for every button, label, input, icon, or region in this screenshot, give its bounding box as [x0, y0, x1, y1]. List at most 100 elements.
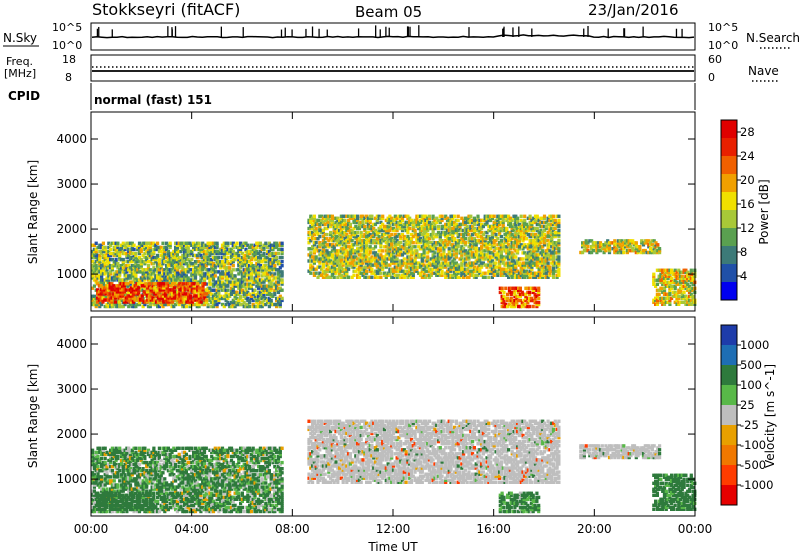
power-echo-cell: [278, 288, 282, 292]
power-echo-cell: [521, 239, 525, 243]
power-echo-cell: [94, 247, 98, 252]
power-echo-cell: [257, 255, 261, 260]
power-echo-cell: [258, 278, 262, 282]
power-echo-cell: [427, 226, 432, 231]
power-echo-cell: [557, 271, 561, 275]
power-echo-cell: [372, 271, 376, 275]
power-echo-cell: [190, 262, 194, 266]
power-echo-cell: [172, 290, 176, 294]
power-echo-cell: [537, 247, 541, 251]
power-echo-cell: [348, 216, 352, 220]
power-echo-cell: [175, 278, 179, 282]
power-echo-cell: [469, 269, 473, 273]
power-echo-cell: [519, 257, 523, 261]
power-echo-cell: [472, 265, 476, 269]
power-echo-cell: [429, 232, 433, 237]
power-echo-cell: [456, 271, 460, 275]
power-echo-cell: [535, 239, 539, 243]
power-echo-cell: [533, 253, 538, 257]
power-echo-cell: [118, 278, 122, 282]
power-echo-cell: [240, 255, 244, 260]
power-echo-cell: [508, 269, 512, 273]
power-echo-cell: [429, 245, 433, 249]
power-echo-cell: [229, 272, 234, 276]
power-echo-cell: [440, 224, 444, 229]
power-echo-cell: [132, 266, 136, 270]
power-echo-cell: [255, 280, 259, 284]
power-echo-cell: [174, 260, 178, 264]
power-echo-cell: [251, 282, 255, 286]
power-echo-cell: [244, 304, 248, 309]
power-echo-cell: [204, 253, 208, 258]
power-echo-cell: [280, 278, 284, 282]
power-echo-cell: [332, 239, 336, 243]
power-echo-cell: [465, 263, 469, 267]
power-echo-cell: [226, 251, 230, 256]
power-echo-cell: [184, 274, 188, 278]
power-echo-cell: [370, 234, 374, 239]
power-echo-cell: [116, 274, 120, 278]
power-echo-cell: [471, 237, 475, 241]
power-echo-cell: [210, 274, 214, 278]
power-echo-cell: [339, 241, 343, 245]
power-echo-cell: [426, 220, 430, 225]
power-echo-cell: [149, 296, 153, 300]
power-echo-cell: [136, 264, 140, 268]
power-echo-cell: [92, 243, 96, 247]
power-echo-cell: [427, 247, 432, 251]
power-echo-cell: [480, 230, 484, 235]
power-echo-cell: [91, 264, 95, 268]
power-echo-cell: [379, 243, 383, 247]
power-echo-cell: [226, 300, 230, 305]
power-echo-cell: [134, 274, 138, 278]
power-echo-cell: [519, 271, 523, 275]
power-echo-cell: [321, 255, 325, 259]
power-echo-cell: [121, 284, 125, 288]
power-echo-cell: [406, 243, 410, 247]
power-echo-cell: [159, 253, 163, 258]
power-echo-cell: [366, 257, 370, 261]
power-echo-cell: [98, 253, 102, 258]
power-echo-cell: [490, 214, 494, 218]
power-echo-cell: [379, 224, 383, 229]
power-echo-cell: [427, 263, 432, 267]
power-echo-cell: [311, 267, 315, 271]
power-echo-cell: [264, 241, 268, 245]
power-echo-cell: [523, 271, 527, 275]
power-echo-cell: [382, 255, 387, 259]
power-echo-cell: [447, 273, 451, 277]
power-echo-cell: [544, 271, 548, 275]
power-echo-cell: [186, 276, 190, 280]
power-echo-cell: [377, 271, 381, 275]
power-echo-cell: [544, 257, 548, 261]
power-echo-cell: [264, 270, 268, 274]
power-echo-cell: [222, 251, 226, 256]
power-echo-cell: [359, 263, 363, 267]
power-echo-cell: [397, 243, 401, 247]
power-echo-cell: [465, 267, 469, 271]
power-echo-cell: [361, 220, 365, 225]
power-echo-cell: [334, 249, 338, 253]
power-echo-cell: [237, 300, 241, 305]
power-echo-cell: [471, 261, 475, 265]
power-echo-cell: [521, 226, 525, 231]
power-echo-cell: [141, 241, 145, 245]
power-echo-cell: [329, 251, 333, 255]
power-echo-cell: [366, 218, 370, 223]
power-echo-cell: [325, 218, 329, 223]
power-echo-cell: [550, 257, 554, 261]
power-echo-cell: [528, 261, 532, 265]
power-echo-cell: [524, 257, 529, 261]
power-echo-cell: [101, 298, 105, 302]
power-echo-cell: [453, 222, 457, 227]
power-echo-cell: [395, 257, 399, 261]
power-echo-cell: [139, 266, 143, 270]
power-echo-cell: [511, 290, 515, 295]
power-echo-cell: [276, 302, 281, 307]
power-echo-cell: [361, 224, 365, 229]
power-echo-cell: [264, 272, 268, 276]
power-echo-cell: [233, 294, 237, 298]
power-echo-cell: [523, 243, 527, 247]
power-echo-cell: [506, 296, 510, 301]
power-echo-cell: [521, 257, 525, 261]
